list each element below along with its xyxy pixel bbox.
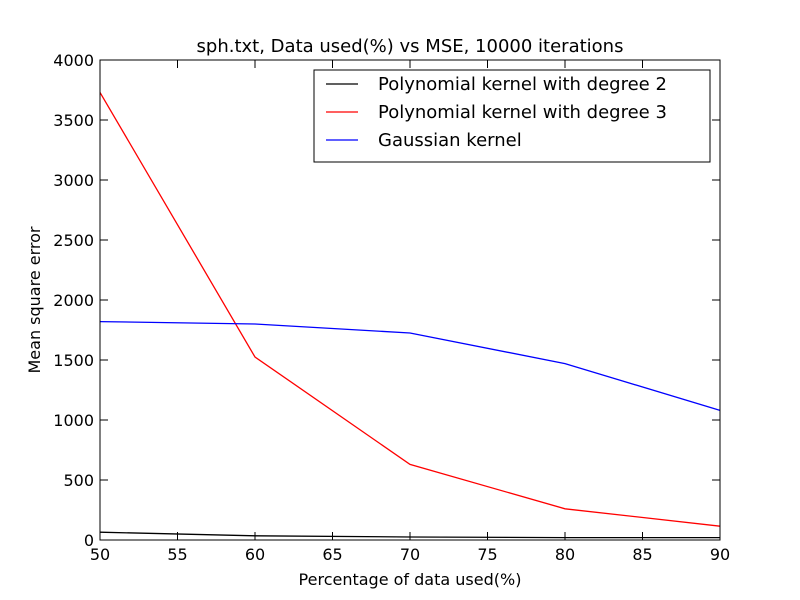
chart-title: sph.txt, Data used(%) vs MSE, 10000 iter… bbox=[197, 36, 624, 57]
y-tick-label: 4000 bbox=[53, 51, 94, 70]
x-tick-label: 50 bbox=[90, 545, 110, 564]
legend-label-1: Polynomial kernel with degree 2 bbox=[378, 74, 667, 95]
legend-box bbox=[313, 69, 711, 163]
x-tick-label: 80 bbox=[555, 545, 575, 564]
y-axis-label: Mean square error bbox=[25, 226, 44, 373]
x-tick-label: 60 bbox=[245, 545, 265, 564]
y-tick-label: 3000 bbox=[53, 171, 94, 190]
plot-frame bbox=[99, 59, 721, 541]
y-tick-label: 2500 bbox=[53, 231, 94, 250]
series-line-3 bbox=[99, 320, 721, 412]
legend-label-2: Polynomial kernel with degree 3 bbox=[378, 102, 667, 123]
legend: Polynomial kernel with degree 2 Polynomia… bbox=[313, 69, 711, 163]
x-tick-label: 70 bbox=[400, 545, 420, 564]
y-tick-label: 3500 bbox=[53, 111, 94, 130]
legend-label-3: Gaussian kernel bbox=[378, 130, 522, 151]
x-tick-label: 90 bbox=[710, 545, 730, 564]
y-tick-label: 2000 bbox=[53, 291, 94, 310]
x-tick-label: 55 bbox=[167, 545, 187, 564]
x-axis-label: Percentage of data used(%) bbox=[299, 570, 522, 589]
x-tick-label: 85 bbox=[632, 545, 652, 564]
y-tick-label: 1500 bbox=[53, 351, 94, 370]
x-tick-label: 65 bbox=[322, 545, 342, 564]
series-line-2 bbox=[99, 92, 721, 527]
y-tick-label: 500 bbox=[63, 471, 94, 490]
x-tick-label: 75 bbox=[477, 545, 497, 564]
y-tick-label: 0 bbox=[84, 531, 94, 550]
y-tick-label: 1000 bbox=[53, 411, 94, 430]
